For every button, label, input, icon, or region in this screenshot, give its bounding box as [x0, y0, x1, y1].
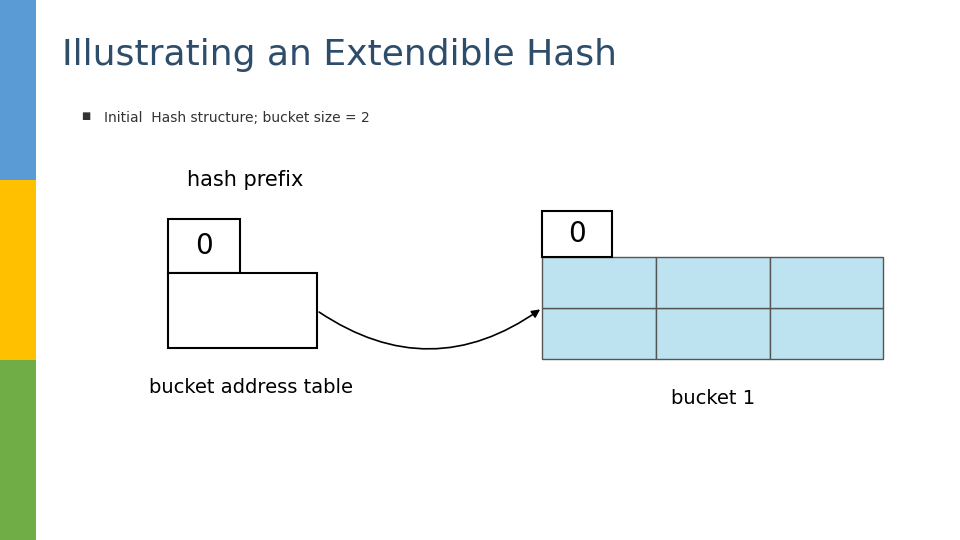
Text: ■: ■ [82, 111, 91, 121]
Bar [168, 219, 240, 273]
Bar [542, 211, 612, 256]
Bar [542, 256, 656, 308]
Bar [656, 256, 770, 308]
Text: hash prefix: hash prefix [187, 170, 303, 190]
Bar [0, 180, 36, 360]
Bar [542, 308, 656, 359]
Text: Illustrating an Extendible Hash: Illustrating an Extendible Hash [62, 38, 617, 72]
Bar [656, 308, 770, 359]
FancyArrowPatch shape [319, 310, 539, 349]
Bar [168, 273, 317, 348]
Bar [770, 256, 883, 308]
Text: bucket address table: bucket address table [149, 378, 353, 397]
Bar [0, 360, 36, 540]
Bar [0, 0, 36, 180]
Text: bucket 1: bucket 1 [671, 389, 755, 408]
Text: Initial  Hash structure; bucket size = 2: Initial Hash structure; bucket size = 2 [104, 111, 370, 125]
Text: 0: 0 [195, 232, 213, 260]
Bar [770, 308, 883, 359]
Text: 0: 0 [568, 220, 586, 247]
